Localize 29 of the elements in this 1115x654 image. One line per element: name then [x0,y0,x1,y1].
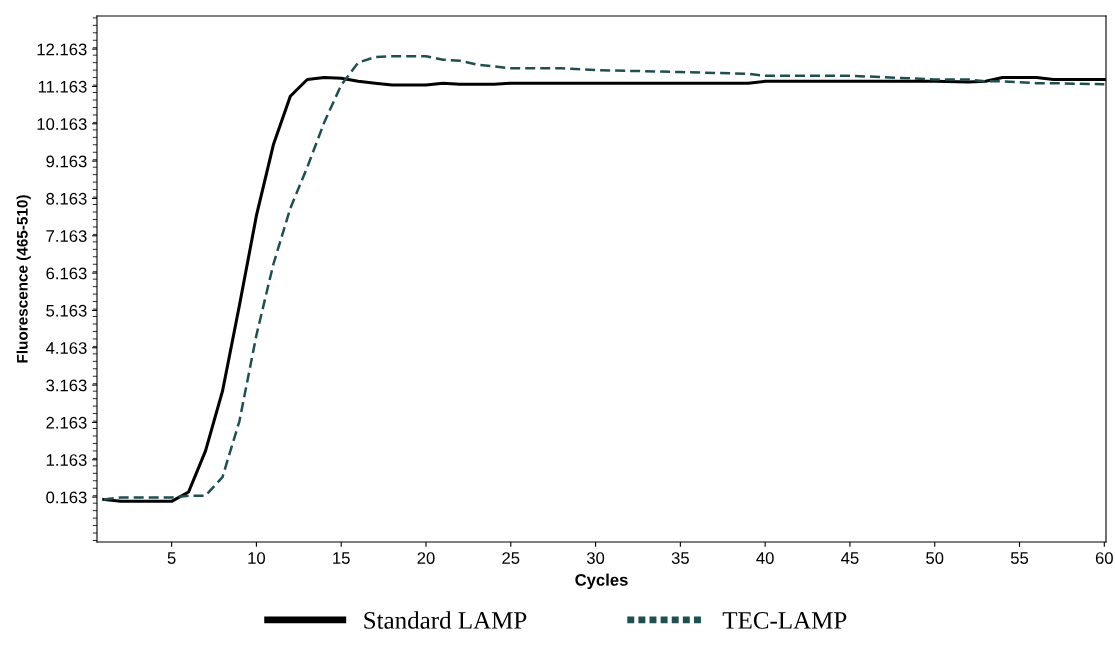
legend-label: Standard LAMP [364,611,527,629]
y-tick-label: 10.163 [37,118,87,130]
x-tick-label: 55 [1010,552,1029,564]
x-tick-label: 60 [1095,552,1113,564]
y-tick-label: 1.163 [46,454,87,466]
x-tick-label: 50 [926,552,944,564]
legend-label: TEC-LAMP [722,612,847,629]
x-tick-label: 15 [333,552,350,564]
y-tick-label: 7.163 [46,230,87,242]
x-tick-label: 35 [671,552,689,564]
y-axis-title: Fluorescence (465-510) [16,195,31,363]
y-tick-label: 3.163 [46,379,87,392]
x-tick-label: 40 [756,552,774,564]
x-tick-label: 5 [167,552,176,564]
x-tick-label: 10 [248,552,266,564]
y-tick-label: 9.163 [46,155,87,168]
y-tick-label: 5.163 [46,304,87,317]
x-tick-label: 45 [841,552,859,564]
y-tick-label: 11.163 [38,80,87,93]
x-tick-label: 20 [417,552,435,564]
y-tick-label: 4.163 [45,342,87,354]
y-tick-label: 12.163 [37,43,87,56]
y-tick-label: 8.163 [46,192,87,205]
y-tick-label: 6.163 [46,267,87,280]
y-tick-label: 2.163 [46,416,87,429]
x-tick-label: 25 [502,552,520,564]
x-axis-title: Cycles [575,573,628,590]
y-tick-label: 0.163 [46,491,87,504]
x-tick-label: 30 [586,552,605,564]
